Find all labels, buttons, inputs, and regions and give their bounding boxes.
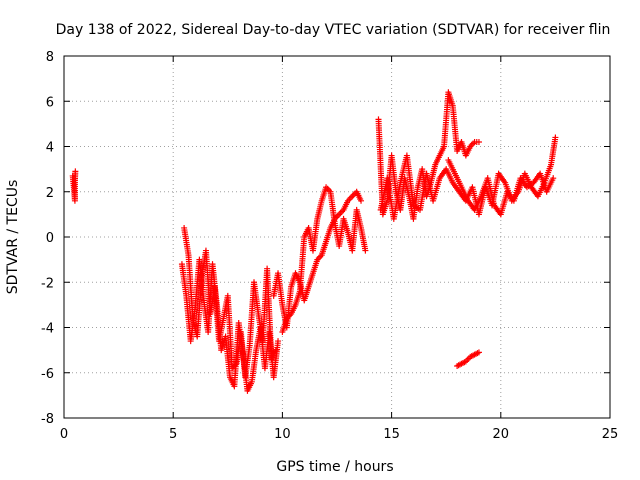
data-point [362,247,369,254]
data-point [196,256,207,302]
data-point [454,140,464,155]
data-point [548,136,559,168]
data-point [358,197,365,204]
data-point [305,272,316,290]
data-point [275,338,282,345]
data-point [264,265,275,361]
data-point [449,102,460,152]
x-tick-label: 25 [602,427,619,442]
x-tick-label: 20 [493,427,510,442]
y-axis-label: SDTVAR / TECUs [5,180,21,295]
data-point [178,261,190,297]
data-point [292,290,303,308]
series-track-g [445,157,557,218]
data-point [327,188,338,225]
data-point [475,138,482,145]
data-point [275,270,286,306]
y-tick-label: 6 [46,95,54,110]
series-early [69,168,79,204]
data-point [272,347,279,354]
y-tick-label: 0 [46,231,54,246]
data-point [384,175,397,220]
x-tick-label: 15 [383,427,400,442]
data-point [451,170,464,189]
data-point [318,240,329,259]
data-point [462,145,473,159]
data-point [471,195,484,213]
data-point [445,157,457,175]
y-tick-label: -8 [41,412,54,427]
data-point [288,303,298,317]
data-point [314,199,325,222]
y-tick-label: 2 [46,186,54,201]
data-point [458,184,471,202]
y-tick-label: -2 [41,276,54,291]
ticks-layer: 0 5 10 15 20 25 -8 -6 -4 -2 0 2 4 6 8 [41,50,618,442]
data-point [403,152,417,207]
y-tick-label: -6 [41,367,54,382]
data-point [390,181,403,222]
data-point [340,199,351,213]
data-point [445,89,456,107]
data-point [478,177,490,200]
data-point [475,349,482,356]
data-point [185,252,196,320]
series-track-b [181,224,279,381]
chart-title: Day 138 of 2022, Sidereal Day-to-day VTE… [56,22,611,38]
data-point [430,177,443,204]
data-point [301,285,311,304]
data-point [552,134,559,141]
data-point [375,116,386,216]
y-tick-label: 4 [46,141,54,156]
y-tick-label: -4 [41,322,54,337]
data-point [550,175,557,182]
data-point [379,199,390,218]
series-track-d [279,184,369,336]
y-tick-label: 8 [46,50,54,65]
data-point [244,380,254,394]
x-axis-label: GPS time / hours [276,459,393,475]
series-track-e [375,89,482,222]
series-late-segment [454,349,482,369]
data-point [495,170,508,185]
data-point [181,224,192,257]
data-point [296,236,308,295]
data-point [497,190,510,218]
data-point [340,215,351,234]
data-point [323,226,333,245]
x-tick-label: 0 [60,427,68,442]
data-point [309,218,321,254]
data-point [222,333,233,379]
marks-layer [69,89,559,394]
data-point [309,258,320,277]
data-point [541,163,554,186]
data-point [427,163,438,186]
data-point [449,179,462,194]
series-track-c [270,188,365,331]
data-point [283,312,293,322]
x-tick-label: 5 [169,427,177,442]
data-point [72,168,79,175]
data-point [543,177,556,195]
x-tick-label: 10 [274,427,291,442]
data-point [216,317,227,345]
data-point [358,224,368,252]
data-point [268,348,278,363]
data-point [248,349,259,385]
